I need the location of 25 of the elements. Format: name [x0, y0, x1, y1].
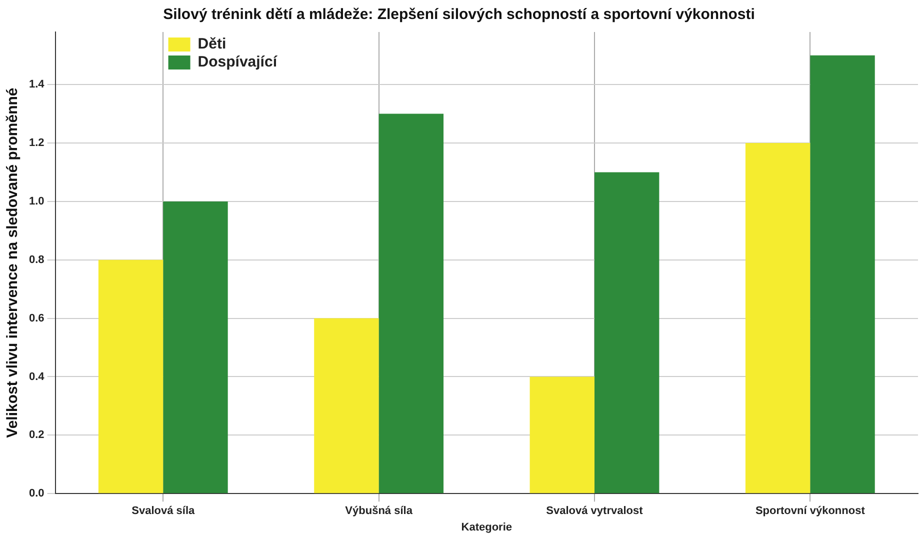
x-tick-label: Svalová vytrvalost — [546, 505, 644, 518]
y-tick-label: 0.0 — [28, 488, 44, 500]
y-tick-label: 1.2 — [28, 137, 44, 150]
legend-label: Děti — [198, 36, 226, 53]
x-axis-title: Kategorie — [461, 521, 512, 534]
y-tick-label: 0.8 — [28, 254, 44, 266]
bar — [378, 114, 444, 494]
bar — [745, 143, 810, 494]
x-tick-label: Svalová síla — [132, 505, 196, 518]
y-axis-title: Velikost vlivu intervence na sledované proměnné — [4, 88, 22, 438]
chart-title: Silový trénink dětí a mládeže: Zlepšení silových schopností a sportovní výkonnosti — [163, 6, 755, 24]
bar — [810, 55, 875, 494]
y-tick-label: 1.4 — [28, 78, 46, 91]
bar — [163, 201, 228, 494]
bar — [530, 376, 594, 494]
x-tick-label: Výbušná síla — [345, 505, 414, 518]
bar — [98, 260, 164, 494]
y-tick-label: 1.0 — [28, 195, 44, 208]
y-tick-label: 0.2 — [28, 429, 44, 442]
legend-label: Dospívající — [198, 54, 278, 71]
bar — [314, 318, 379, 494]
y-tick-label: 0.4 — [28, 370, 46, 383]
x-tick-label: Sportovní výkonnost — [755, 505, 866, 518]
y-tick-label: 0.6 — [28, 312, 44, 324]
bar — [594, 172, 660, 494]
